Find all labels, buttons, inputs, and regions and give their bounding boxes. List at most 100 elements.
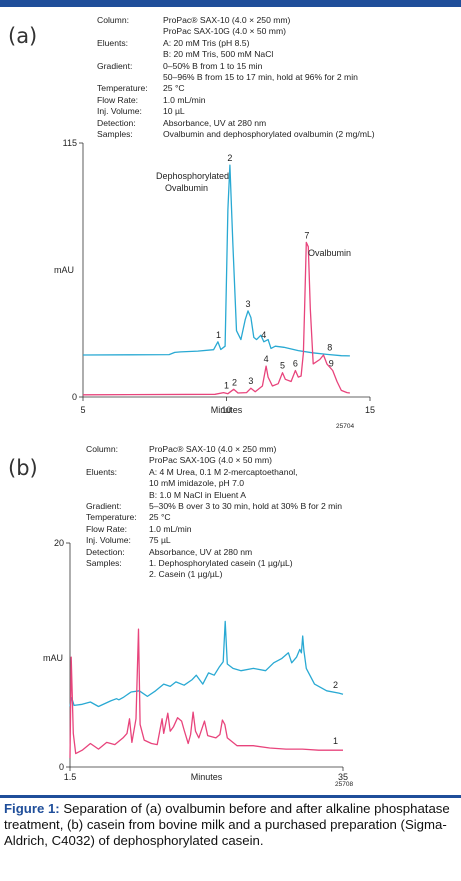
series-line-2 (82, 241, 350, 396)
figure-id-b: 25708 (335, 781, 353, 788)
panel-a-condition-key: Temperature: (97, 83, 148, 94)
panel-a-condition-row: Temperature: 25 °C (97, 83, 375, 94)
caption-rule (0, 795, 461, 798)
panel-a-condition-row: Samples: Ovalbumin and dephosphorylated o… (97, 129, 375, 140)
y-tick-label: 0 (72, 392, 77, 402)
panel-a-condition-row: Flow Rate: 1.0 mL/min (97, 95, 375, 106)
panel-b-condition-value: 5–30% B over 3 to 30 min, hold at 30% B … (149, 501, 342, 512)
panel-b-condition-key: Detection: (86, 546, 125, 557)
figure-caption: Figure 1: Separation of (a) ovalbumin be… (4, 801, 459, 849)
panel-a-condition-row: Detection: Absorbance, UV at 280 nm (97, 118, 375, 129)
peak-label: 5 (280, 361, 285, 371)
panel-b-condition-key: Flow Rate: (86, 523, 128, 534)
panel-a-condition-value: Absorbance, UV at 280 nm (163, 117, 267, 128)
panel-b-label: (b) (8, 456, 38, 480)
panel-b-condition-key: Temperature: (86, 512, 137, 523)
panel-b-condition-row: Gradient: 5–30% B over 3 to 30 min, hold … (86, 501, 342, 512)
panel-b-condition-value: ProPac SAX-10G (4.0 × 50 mm) (149, 455, 272, 466)
y-axis-label: mAU (54, 265, 74, 275)
peak-label: 4 (264, 354, 269, 364)
panel-b-condition-row: B: 1.0 M NaCl in Eluent A (86, 490, 342, 501)
x-axis-label: Minutes (211, 405, 243, 415)
panel-a-condition-key: Inj. Volume: (97, 106, 142, 117)
panel-a-condition-value: 0–50% B from 1 to 15 min (163, 60, 263, 71)
y-tick-label: 115 (63, 138, 77, 148)
panel-a-condition-value: 1.0 mL/min (163, 94, 206, 105)
panel-a-condition-key: Flow Rate: (97, 94, 139, 105)
panel-b-condition-value: 2. Casein (1 µg/µL) (149, 569, 223, 580)
panel-b-condition-value: 75 µL (149, 535, 171, 546)
caption-text: Separation of (a) ovalbumin before and a… (4, 801, 450, 848)
series-line-2 (69, 628, 343, 759)
panel-b-condition-row: Samples: 1. Dephosphorylated casein (1 µg… (86, 558, 342, 569)
panel-b-condition-row: Inj. Volume: 75 µL (86, 535, 342, 546)
panel-a-condition-value: B: 20 mM Tris, 500 mM NaCl (163, 49, 274, 60)
chart-a-series (82, 164, 350, 396)
x-tick-label: 10 (221, 405, 231, 415)
panel-b-condition-row: ProPac SAX-10G (4.0 × 50 mm) (86, 455, 342, 466)
panel-b-condition-row: Flow Rate: 1.0 mL/min (86, 524, 342, 535)
x-axis-label: Minutes (191, 772, 223, 782)
peak-label: 8 (327, 342, 332, 352)
panel-a-condition-key: Eluents: (97, 37, 129, 48)
panel-a-condition-value: 25 °C (163, 83, 185, 94)
panel-b-condition-key: Gradient: (86, 501, 122, 512)
panel-a-condition-key: Detection: (97, 117, 136, 128)
panel-a-condition-value: 50–96% B from 15 to 17 min, hold at 96% … (163, 72, 358, 83)
panel-b-conditions: Column: ProPac® SAX-10 (4.0 × 250 mm) ProP… (86, 444, 342, 581)
panel-a-condition-value: A: 20 mM Tris (pH 8.5) (163, 37, 250, 48)
peak-label: 1 (216, 330, 221, 340)
panel-b-condition-row: Temperature: 25 °C (86, 512, 342, 523)
panel-b-condition-value: 25 °C (149, 512, 171, 523)
x-tick-label: 5 (80, 405, 85, 415)
panel-b-condition-row: Column: ProPac® SAX-10 (4.0 × 250 mm) (86, 444, 342, 455)
x-tick-label: 1.5 (64, 772, 77, 782)
panel-a-condition-row: Column: ProPac® SAX-10 (4.0 × 250 mm) (97, 15, 375, 26)
panel-b-condition-value: 1.0 mL/min (149, 523, 192, 534)
caption-label: Figure 1: (4, 801, 60, 816)
series-line-1 (82, 164, 350, 357)
annotation-ovalbumin: Ovalbumin (308, 248, 351, 258)
panel-a-condition-value: ProPac® SAX-10 (4.0 × 250 mm) (163, 15, 291, 25)
panel-a-label: (a) (8, 24, 38, 48)
panel-a-condition-value: Ovalbumin and dephosphorylated ovalbumin… (163, 129, 375, 140)
x-tick-label: 35 (338, 772, 348, 782)
x-tick-label: 15 (365, 405, 375, 415)
annotation-dephosphorylated-line1: Dephosphorylated (156, 171, 229, 181)
series-label: 2 (333, 680, 338, 690)
panel-a-condition-key: Gradient: (97, 60, 133, 71)
panel-b-condition-value: 1. Dephosphorylated casein (1 µg/µL) (149, 558, 293, 569)
panel-b-condition-value: 10 mM imidazole, pH 7.0 (149, 478, 245, 489)
panel-a-condition-row: B: 20 mM Tris, 500 mM NaCl (97, 49, 375, 60)
panel-a-condition-value: ProPac SAX-10G (4.0 × 50 mm) (163, 26, 286, 37)
top-accent-bar (0, 0, 461, 7)
panel-b-condition-row: Detection: Absorbance, UV at 280 nm (86, 547, 342, 558)
panel-b-condition-key: Inj. Volume: (86, 535, 131, 546)
series-label: 1 (333, 736, 338, 746)
series-line-1 (69, 620, 344, 708)
peak-label: 2 (227, 153, 232, 163)
panel-b-condition-row: 2. Casein (1 µg/µL) (86, 569, 342, 580)
panel-b-condition-row: Eluents: A: 4 M Urea, 0.1 M 2-mercaptoeth… (86, 467, 342, 478)
peak-label: 7 (304, 230, 309, 240)
annotation-dephosphorylated-line2: Ovalbumin (165, 183, 208, 193)
panel-a-condition-key: Samples: (97, 129, 133, 140)
peak-label: 3 (246, 299, 251, 309)
panel-a-condition-key: Column: (97, 15, 129, 25)
panel-b-condition-key: Samples: (86, 558, 122, 569)
panel-a-condition-row: Eluents: A: 20 mM Tris (pH 8.5) (97, 38, 375, 49)
y-tick-label: 20 (54, 538, 64, 548)
panel-a-condition-row: ProPac SAX-10G (4.0 × 50 mm) (97, 26, 375, 37)
panel-a-condition-row: 50–96% B from 15 to 17 min, hold at 96% … (97, 72, 375, 83)
panel-b-condition-value: B: 1.0 M NaCl in Eluent A (149, 489, 246, 500)
figure-id-a: 25704 (336, 423, 354, 430)
panel-b-condition-value: ProPac® SAX-10 (4.0 × 250 mm) (149, 444, 277, 454)
chart-b-series: 21 (69, 620, 344, 759)
panel-b-condition-key: Eluents: (86, 466, 118, 477)
peak-label: 9 (329, 358, 334, 368)
peak-label: 3 (248, 376, 253, 386)
